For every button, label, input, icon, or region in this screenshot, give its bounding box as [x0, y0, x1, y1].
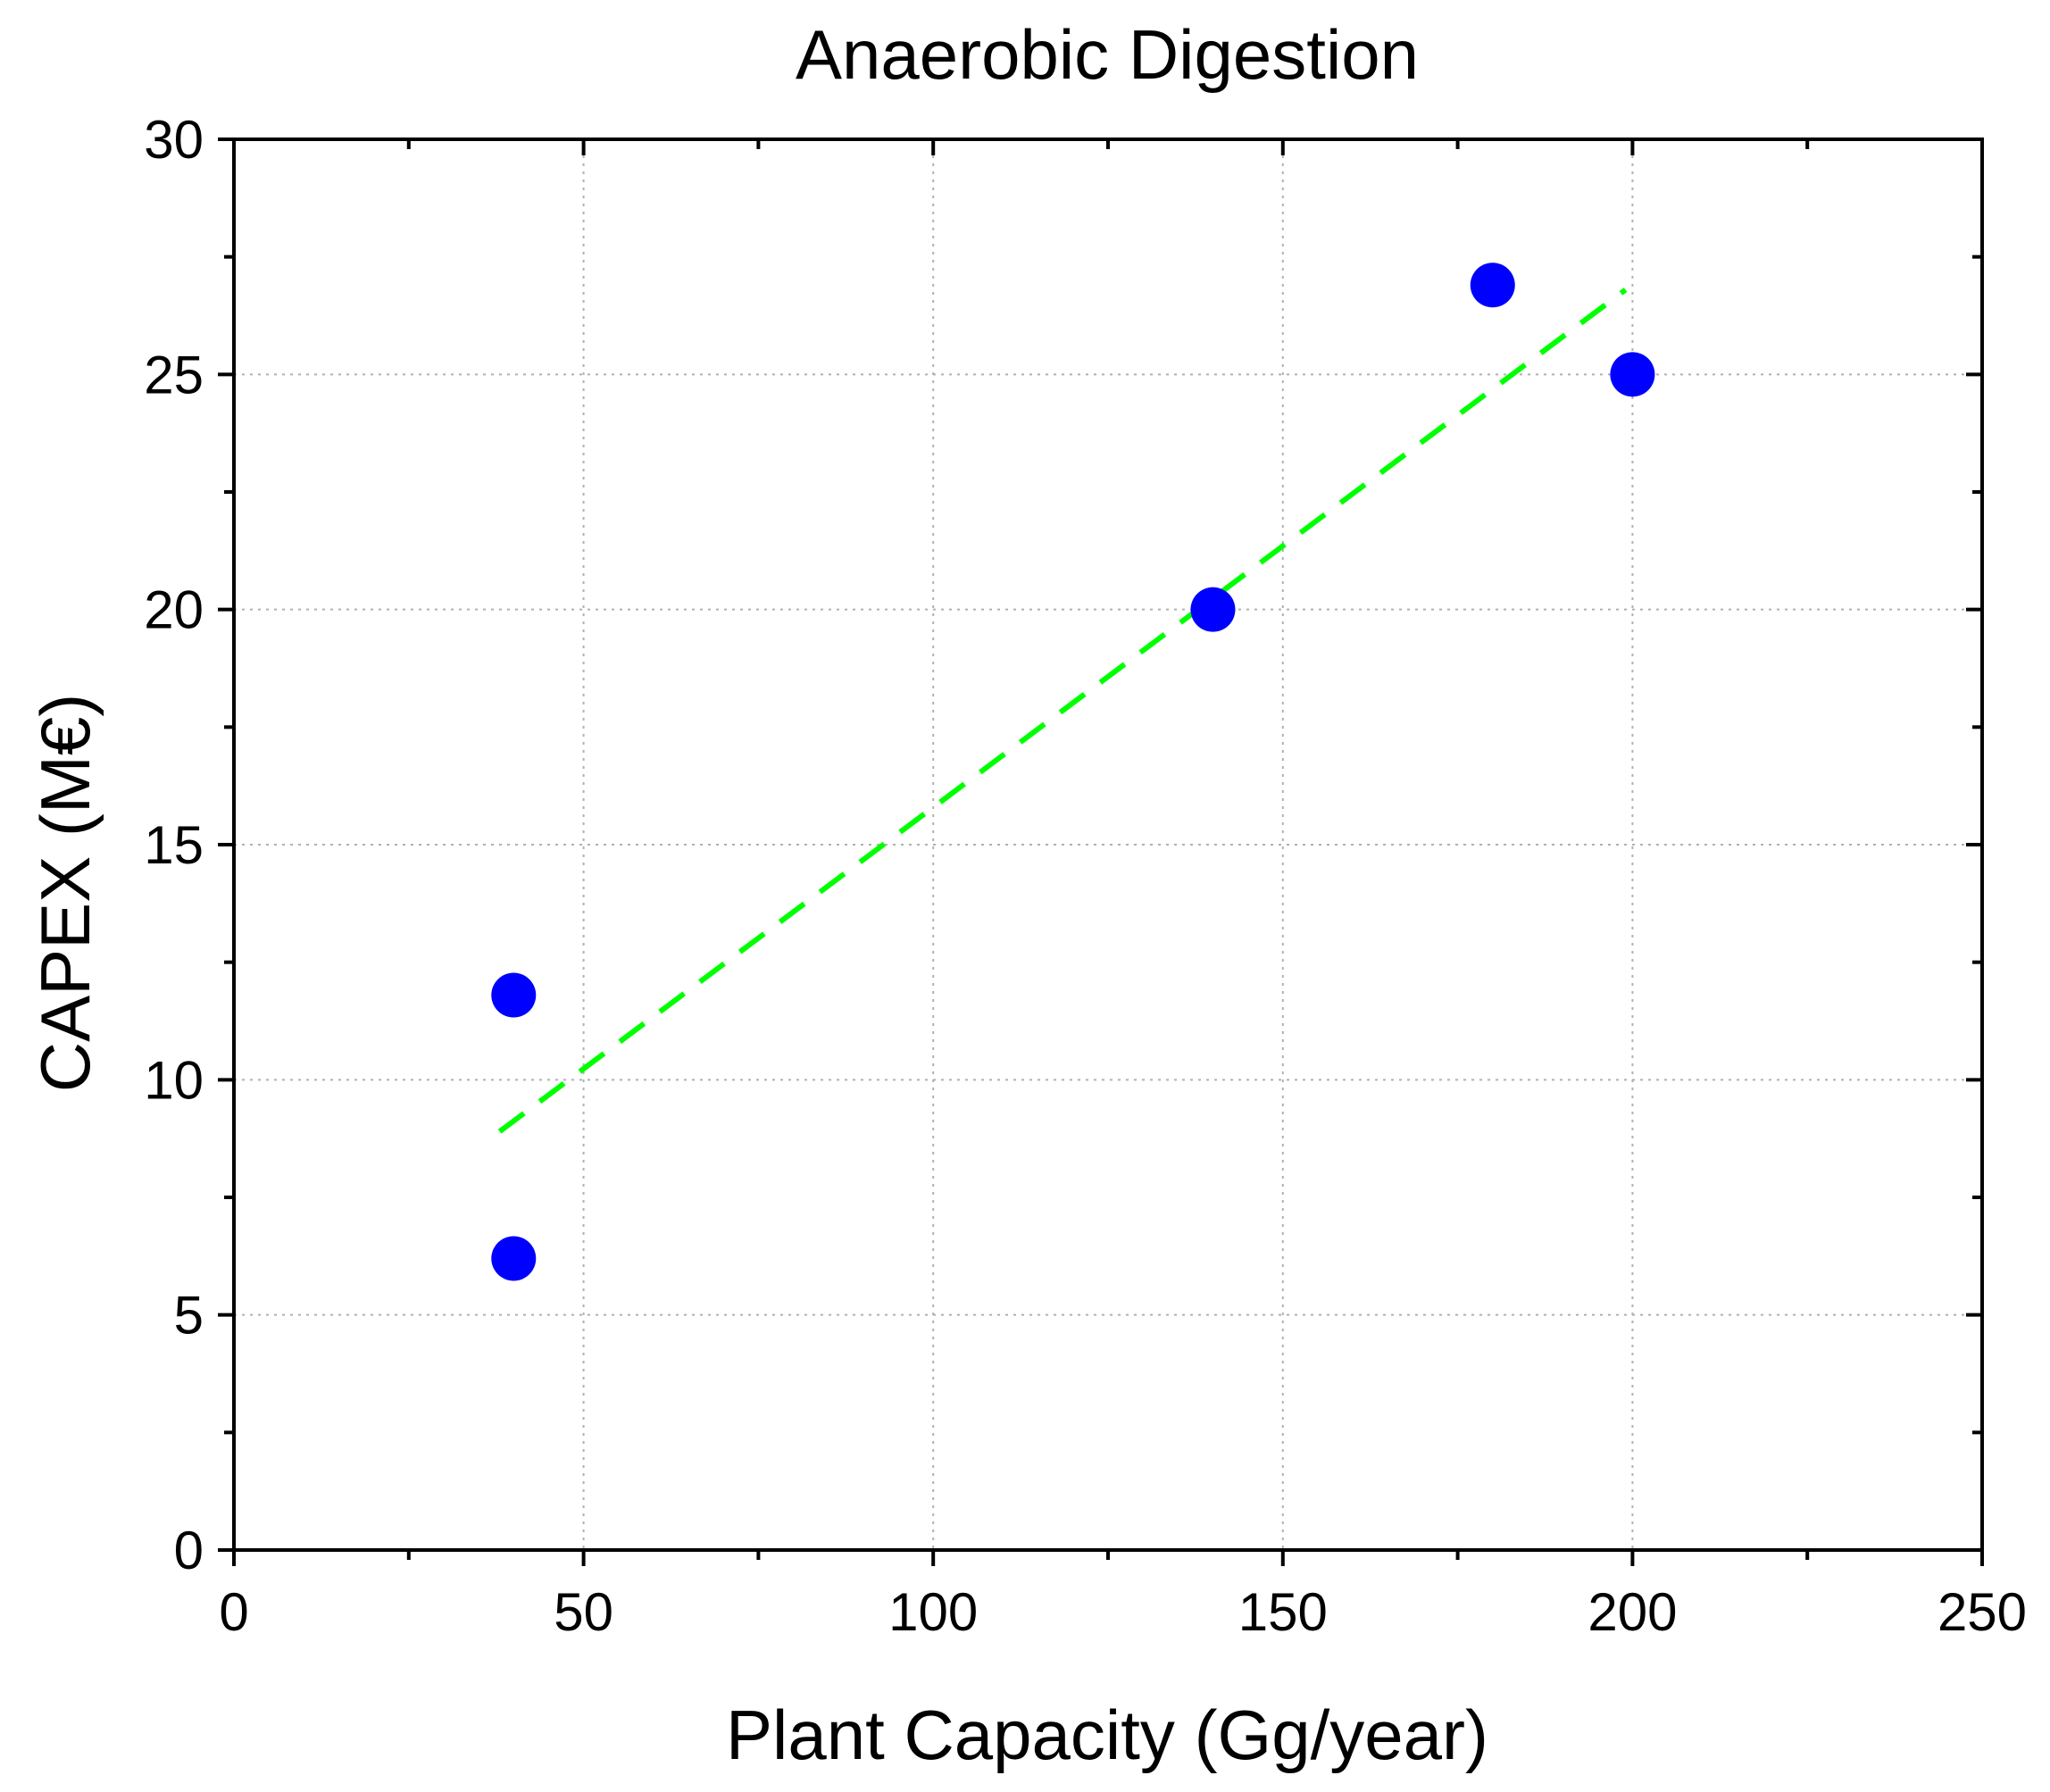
data-point — [1610, 352, 1655, 397]
data-point — [1470, 263, 1515, 308]
x-tick-label: 150 — [1238, 1582, 1328, 1642]
y-tick-label: 20 — [144, 580, 204, 640]
x-tick-label: 50 — [554, 1582, 613, 1642]
trend-line-layer — [497, 288, 1628, 1134]
y-tick-label: 15 — [144, 815, 204, 875]
x-axis-title: Plant Capacity (Gg/year) — [726, 1696, 1488, 1774]
y-axis-ticks: 0 5 10 15 20 25 30 — [144, 110, 1982, 1580]
y-tick-label: 0 — [174, 1521, 204, 1580]
x-tick-label: 100 — [888, 1582, 978, 1642]
data-point — [491, 972, 537, 1018]
x-tick-label: 0 — [219, 1582, 248, 1642]
data-point — [491, 1236, 537, 1281]
y-tick-label: 10 — [144, 1050, 204, 1110]
x-axis-ticks: 0 50 100 150 200 250 — [219, 139, 2027, 1642]
chart-title: Anaerobic Digestion — [796, 15, 1419, 94]
x-tick-label: 250 — [1938, 1582, 2027, 1642]
trend-line — [497, 288, 1628, 1134]
data-point — [1190, 587, 1236, 632]
y-axis-title: CAPEX (M€) — [26, 694, 104, 1092]
y-tick-label: 25 — [144, 345, 204, 404]
x-tick-label: 200 — [1588, 1582, 1677, 1642]
y-tick-label: 5 — [174, 1286, 204, 1346]
data-points — [491, 263, 1655, 1281]
y-tick-label: 30 — [144, 110, 204, 170]
